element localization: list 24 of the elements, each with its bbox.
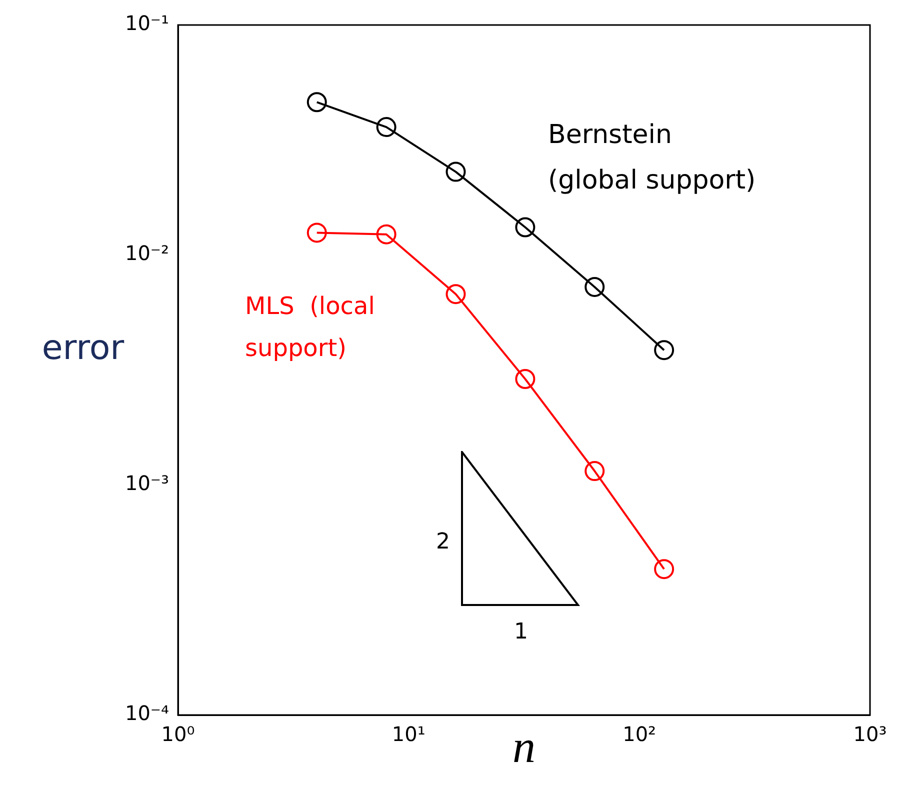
annotation: 2 [436, 530, 450, 555]
point [446, 284, 466, 304]
point [306, 92, 327, 112]
y-tick-label: 10⁻² [124, 241, 169, 266]
x-tick-label: 10¹ [392, 722, 426, 746]
point [584, 276, 605, 297]
point [376, 224, 396, 244]
annotation: 1 [514, 620, 528, 645]
point [376, 117, 396, 138]
text: MLS (local support) [245, 292, 375, 362]
y-tick-label: 10⁻¹ [124, 11, 169, 36]
point [515, 368, 536, 389]
point [584, 461, 605, 482]
point [306, 222, 327, 243]
x-axis-title: n [512, 721, 536, 772]
series-label: Bernstein (global support) [548, 120, 756, 196]
x-tick-label: 10² [622, 722, 656, 746]
point [515, 217, 536, 238]
point [446, 162, 466, 182]
y-axis-title: error [42, 328, 124, 368]
point [654, 559, 674, 580]
x-tick-label: 10³ [853, 722, 887, 746]
y-tick-label: 10⁻³ [124, 471, 169, 496]
point [654, 340, 674, 360]
